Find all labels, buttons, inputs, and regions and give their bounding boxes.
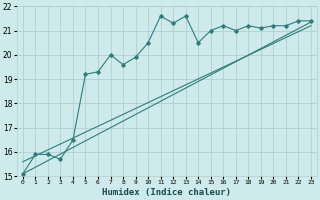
X-axis label: Humidex (Indice chaleur): Humidex (Indice chaleur)	[102, 188, 231, 197]
